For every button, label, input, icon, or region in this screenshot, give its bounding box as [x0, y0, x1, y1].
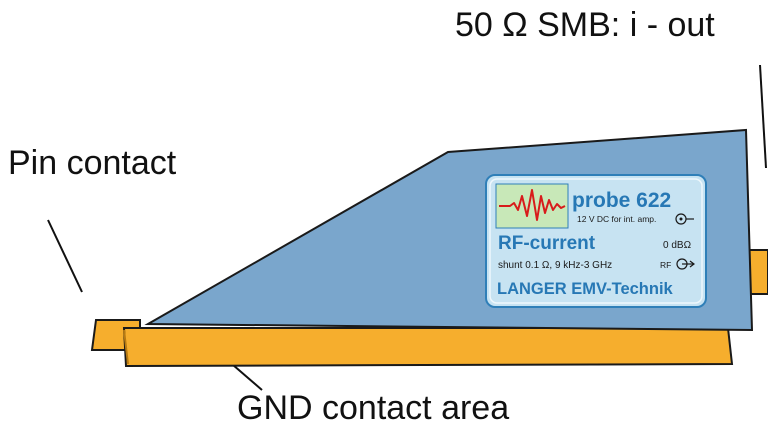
smb-pointer-line: [759, 64, 767, 169]
gnd-contact-area: [122, 327, 734, 368]
manufacturer: LANGER EMV-Technik: [497, 280, 674, 298]
smb-output-label: 50 Ω SMB: i - out: [455, 6, 715, 44]
coax-in-icon: [675, 213, 694, 225]
supply-spec: 12 V DC for int. amp.: [577, 214, 656, 224]
coax-out-icon: [676, 258, 695, 270]
waveform-icon: [495, 183, 569, 229]
gnd-contact-area-label: GND contact area: [237, 389, 510, 427]
probe-label-plate: probe 622 12 V DC for int. amp. RF-curre…: [485, 174, 707, 308]
pin-pointer-line: [47, 219, 83, 293]
pin-contact-label: Pin contact: [8, 144, 177, 182]
probe-model: probe 622: [572, 189, 671, 212]
probe-type: RF-current: [498, 233, 596, 254]
gain-spec: 0 dBΩ: [663, 240, 692, 251]
shunt-spec: shunt 0.1 Ω, 9 kHz-3 GHz: [498, 260, 612, 271]
rf-label: RF: [660, 260, 671, 270]
